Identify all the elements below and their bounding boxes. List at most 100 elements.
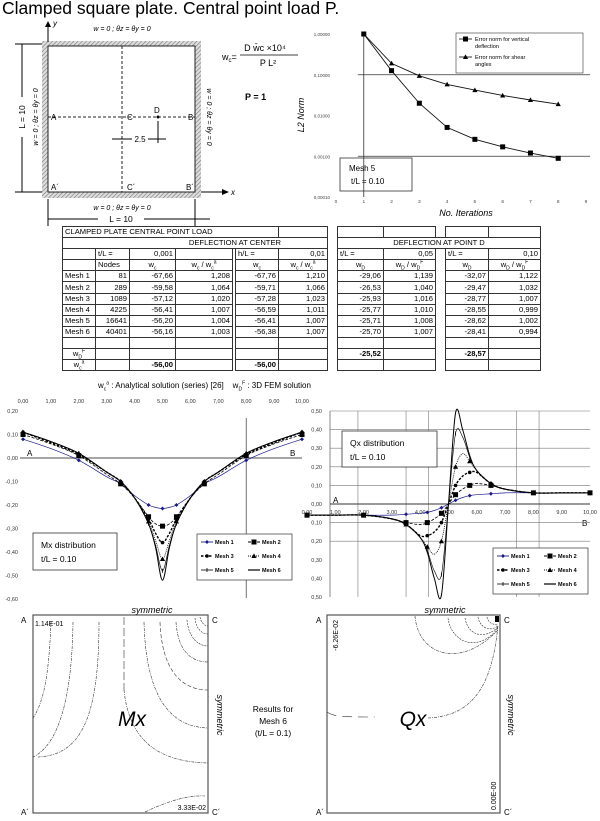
mx-data-point	[146, 503, 151, 507]
mx-legend-label: Mesh 5	[215, 568, 234, 574]
label-a: A	[51, 113, 57, 122]
table-cell	[488, 359, 541, 372]
table-row	[62, 336, 541, 350]
qx-contour-lines	[326, 615, 499, 719]
qx-data-point	[438, 538, 445, 544]
mx-data-point	[174, 503, 179, 507]
table-cell: 1,007	[278, 325, 328, 338]
qx-point-a: A	[333, 496, 339, 505]
mx-data-point	[244, 458, 249, 463]
qx-y-tick-label: 0,10	[311, 521, 322, 527]
dimension-bottom: L = 10	[109, 214, 133, 224]
table-cell	[383, 348, 436, 361]
mx-x-tick-label: 2,00	[73, 399, 84, 405]
table-cell	[337, 359, 384, 372]
table-cell: -56,41	[235, 314, 279, 327]
table-cell: -28,41	[445, 325, 489, 338]
table-cell: -56,00	[235, 359, 279, 372]
mx-data-point	[20, 432, 26, 437]
l2-series-line-2	[363, 33, 559, 105]
mx-annotation-tl: t/L = 0.10	[41, 554, 77, 564]
column-gap	[327, 248, 338, 260]
results-table: CLAMPED PLATE CENTRAL POINT LOAD DEFLECTI…	[62, 225, 541, 372]
math-symbol: wD	[462, 260, 472, 271]
qx-legend-label: Mesh 5	[511, 582, 530, 588]
l2-norm-chart: L2 Norm No. Iterations Mesh 5 t/L = 0.10…	[296, 31, 590, 218]
qx-series-6	[307, 408, 590, 600]
qx-data-point	[467, 482, 473, 488]
l2-data-point	[361, 31, 367, 36]
table-row: Nodes wc wc / wca wc wc / wca wD wD / wDF wD wD …	[62, 259, 541, 272]
y-axis-arrowhead	[45, 21, 51, 27]
mx-data-point	[160, 523, 165, 529]
table-cell: wDF	[62, 348, 96, 361]
qx-data-point	[404, 512, 409, 517]
footnote-sup: F	[242, 380, 246, 387]
mx-legend-label: Mesh 3	[215, 554, 234, 560]
column-gap	[435, 337, 446, 349]
label-c-prime: C´	[127, 183, 135, 192]
table-cell	[175, 248, 233, 261]
mx-corner-c-prime: C´	[212, 808, 220, 817]
table-cell	[62, 259, 96, 272]
table-cell: -28,55	[445, 303, 489, 316]
table-cell	[175, 348, 233, 361]
table-cell: 1,007	[383, 325, 436, 338]
qx-data-point	[425, 510, 430, 515]
l2-x-tick-label: 1	[362, 199, 365, 205]
table-cell: wca	[62, 359, 96, 372]
column-gap	[327, 270, 338, 282]
label-b-prime: B´	[186, 183, 194, 192]
table-cell: wD / wDF	[488, 259, 541, 272]
qx-y-tick-label: 0,30	[311, 558, 322, 564]
math-symbol: wD / wDF	[395, 259, 424, 271]
label-b: B	[188, 113, 193, 122]
table-cell: 0,05	[383, 248, 436, 261]
l2-data-point	[472, 136, 478, 142]
table-cell: wD / wDF	[383, 259, 436, 272]
l2-data-point	[527, 97, 534, 103]
column-gap	[327, 326, 338, 338]
table-cell: -32,07	[445, 270, 489, 283]
mx-legend-label: Mesh 2	[262, 540, 281, 546]
qx-x-tick-label: 5,00	[443, 510, 454, 516]
column-gap	[435, 293, 446, 305]
l2-legend-label: angles	[475, 62, 492, 68]
qx-corner-c: C	[504, 616, 510, 625]
mx-data-point	[173, 514, 179, 520]
column-gap	[435, 348, 446, 360]
dimension-2-5: 2.5	[134, 135, 146, 144]
qx-legend-marker	[547, 567, 553, 572]
table-cell: 1,007	[278, 314, 328, 327]
table-cell: -56,38	[235, 325, 279, 338]
dimension-left: L = 10	[17, 105, 27, 129]
math-symbol: wc / wca	[191, 259, 217, 271]
l2-data-point	[389, 68, 395, 74]
table-row: Mesh 2 289 -59,58 1,064 -59,71 1,066 -26,53 1,0…	[62, 281, 541, 294]
bc-bottom: w = 0 ; θz = θy = 0	[93, 205, 150, 212]
table-cell: wD	[445, 259, 489, 272]
table-cell: 1,010	[383, 303, 436, 316]
footnote-analytical: : Analytical solution (series) [26]	[109, 381, 224, 390]
qx-y-tick-label: 0,20	[311, 539, 322, 545]
table-cell: 0,10	[488, 248, 541, 261]
column-gap	[435, 281, 446, 294]
l2-series-line-1	[363, 33, 559, 159]
table-cell: -57,12	[129, 292, 176, 305]
table-cell	[383, 359, 436, 372]
table-row: Mesh 6 40401 -56,16 1,003 -56,38 1,007 -25,70 1…	[62, 325, 541, 338]
mx-legend-marker	[251, 553, 257, 558]
table-cell: -56,59	[235, 303, 279, 316]
mx-data-point	[159, 556, 166, 562]
table-cell	[337, 225, 384, 239]
qx-data-point	[452, 464, 459, 469]
mx-contour-lines	[32, 616, 209, 813]
table-cell	[278, 336, 328, 350]
qx-annotation-tl: t/L = 0.10	[350, 452, 386, 462]
l2-y-tick-label: 0,10000	[314, 73, 331, 78]
qx-y-tick-label: 0,40	[311, 428, 322, 434]
table-cell	[129, 348, 176, 361]
mesh-label: Mesh 2	[62, 281, 96, 294]
qx-x-tick-label: 8,00	[528, 510, 539, 516]
table-cell: -56,41	[129, 303, 176, 316]
